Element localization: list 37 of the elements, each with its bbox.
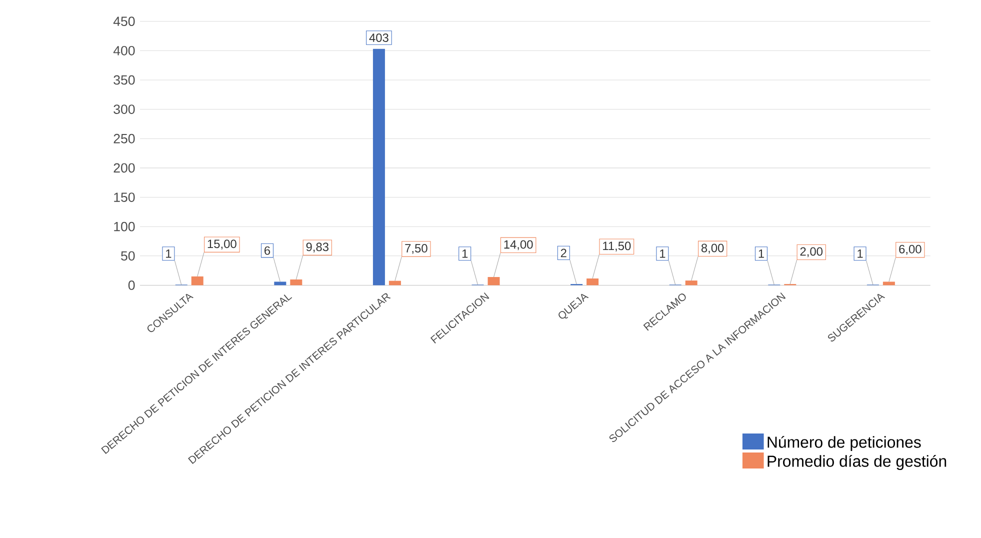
data-label: 15,00 [208,239,236,250]
data-label: 1 [166,249,172,258]
y-tick-label: 50 [121,250,135,260]
data-label: 7,50 [405,244,428,254]
data-label: 11,50 [603,241,631,252]
bar [290,279,302,285]
y-tick-label: 0 [128,280,135,290]
bar [388,280,401,285]
y-tick-label: 300 [114,104,135,114]
data-label: 9,83 [306,242,328,252]
bar [586,278,599,285]
data-label: 2 [560,248,566,257]
data-label: 8,00 [701,244,724,254]
bar [685,280,698,285]
legend-label: Promedio días de gestión [768,454,946,470]
legend-label: Número de peticiones [768,436,921,451]
y-tick-label: 200 [114,163,135,172]
data-label: 403 [369,33,388,42]
data-label: 1 [758,249,764,258]
bar [274,281,286,285]
bar [372,48,385,285]
bar [882,281,895,285]
y-tick-label: 250 [114,134,135,144]
data-label: 2,00 [800,247,823,257]
data-label: 1 [858,249,863,258]
y-tick-label: 350 [114,75,135,84]
data-label: 14,00 [504,240,533,250]
bar [488,276,500,285]
y-tick-label: 400 [113,46,135,56]
y-tick-label: 150 [114,192,135,202]
y-tick-label: 100 [114,222,135,232]
y-tick-label: 450 [113,16,135,26]
data-label: 1 [462,249,468,258]
bar [191,276,204,285]
data-label: 6,00 [899,244,922,255]
data-label: 6 [264,246,270,255]
data-label: 1 [660,249,666,258]
